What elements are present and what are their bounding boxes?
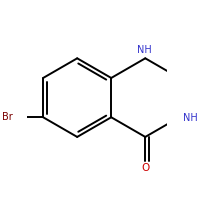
Text: NH: NH [183, 113, 198, 123]
Text: Br: Br [2, 112, 13, 122]
Text: O: O [141, 163, 149, 173]
Text: NH: NH [137, 45, 152, 55]
